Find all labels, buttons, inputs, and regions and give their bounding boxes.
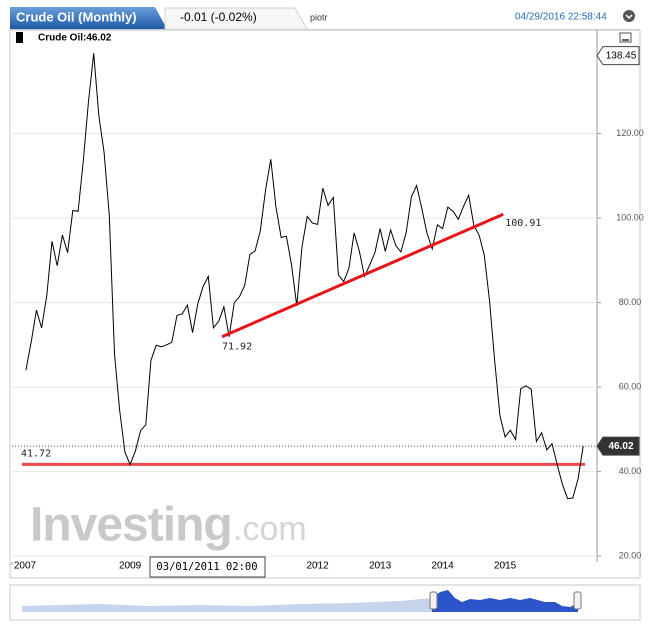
title-tab [10,7,167,29]
x-tick-label: 2014 [432,561,455,572]
watermark-suffix: .com [233,510,307,548]
user-name: piotr [310,12,328,22]
y-tick-label: 80.00 [619,297,642,307]
navigator-handle-left[interactable] [429,591,438,610]
y-tick-label: 120.00 [616,128,644,138]
navigator-history [22,598,432,612]
datetime: 04/29/2016 22:58:44 [515,12,607,23]
y-tick-label: 40.00 [619,466,642,476]
y-tick-label: 60.00 [619,381,642,391]
x-tick-label: 2009 [119,561,142,572]
trend-end-label: 100.91 [505,218,541,229]
watermark: Investing [30,499,232,552]
settings-icon [625,14,633,20]
legend-label: Crude Oil:46.02 [38,33,112,44]
x-tick-label: 2012 [307,561,330,572]
price-change: -0.01 (-0.02%) [180,10,257,24]
x-tick-label: 2013 [369,561,392,572]
last-value-flag-box [596,436,640,456]
x-tick-label: 2007 [14,561,37,572]
chart-frame [9,29,641,579]
trend-line [221,212,504,339]
price-line [25,53,584,500]
y-tick-label: 100.00 [616,212,644,222]
navigator-selection [432,590,578,612]
last-value-flag: 46.02 [608,441,633,452]
max-flag: 138.45 [606,50,637,61]
max-flag-box [596,46,640,66]
navigator-handle-right[interactable] [573,591,582,610]
trend-start-label: 71.92 [222,342,252,353]
chart-title: Crude Oil (Monthly) [16,9,137,24]
crosshair-label-box [149,556,266,578]
plot-area: 20.00 40.00 60.00 80.00 100.00 120.00 2007 2009… [11,30,644,572]
settings-button[interactable] [623,10,635,22]
y-tick-label: 20.00 [619,550,642,560]
minimize-button[interactable] [619,32,632,43]
change-tab [164,7,308,30]
support-label: 41.72 [21,448,51,459]
crosshair-label: 03/01/2011 02:00 [156,561,257,573]
legend-swatch [16,32,23,43]
x-tick-label: 2015 [494,561,517,572]
